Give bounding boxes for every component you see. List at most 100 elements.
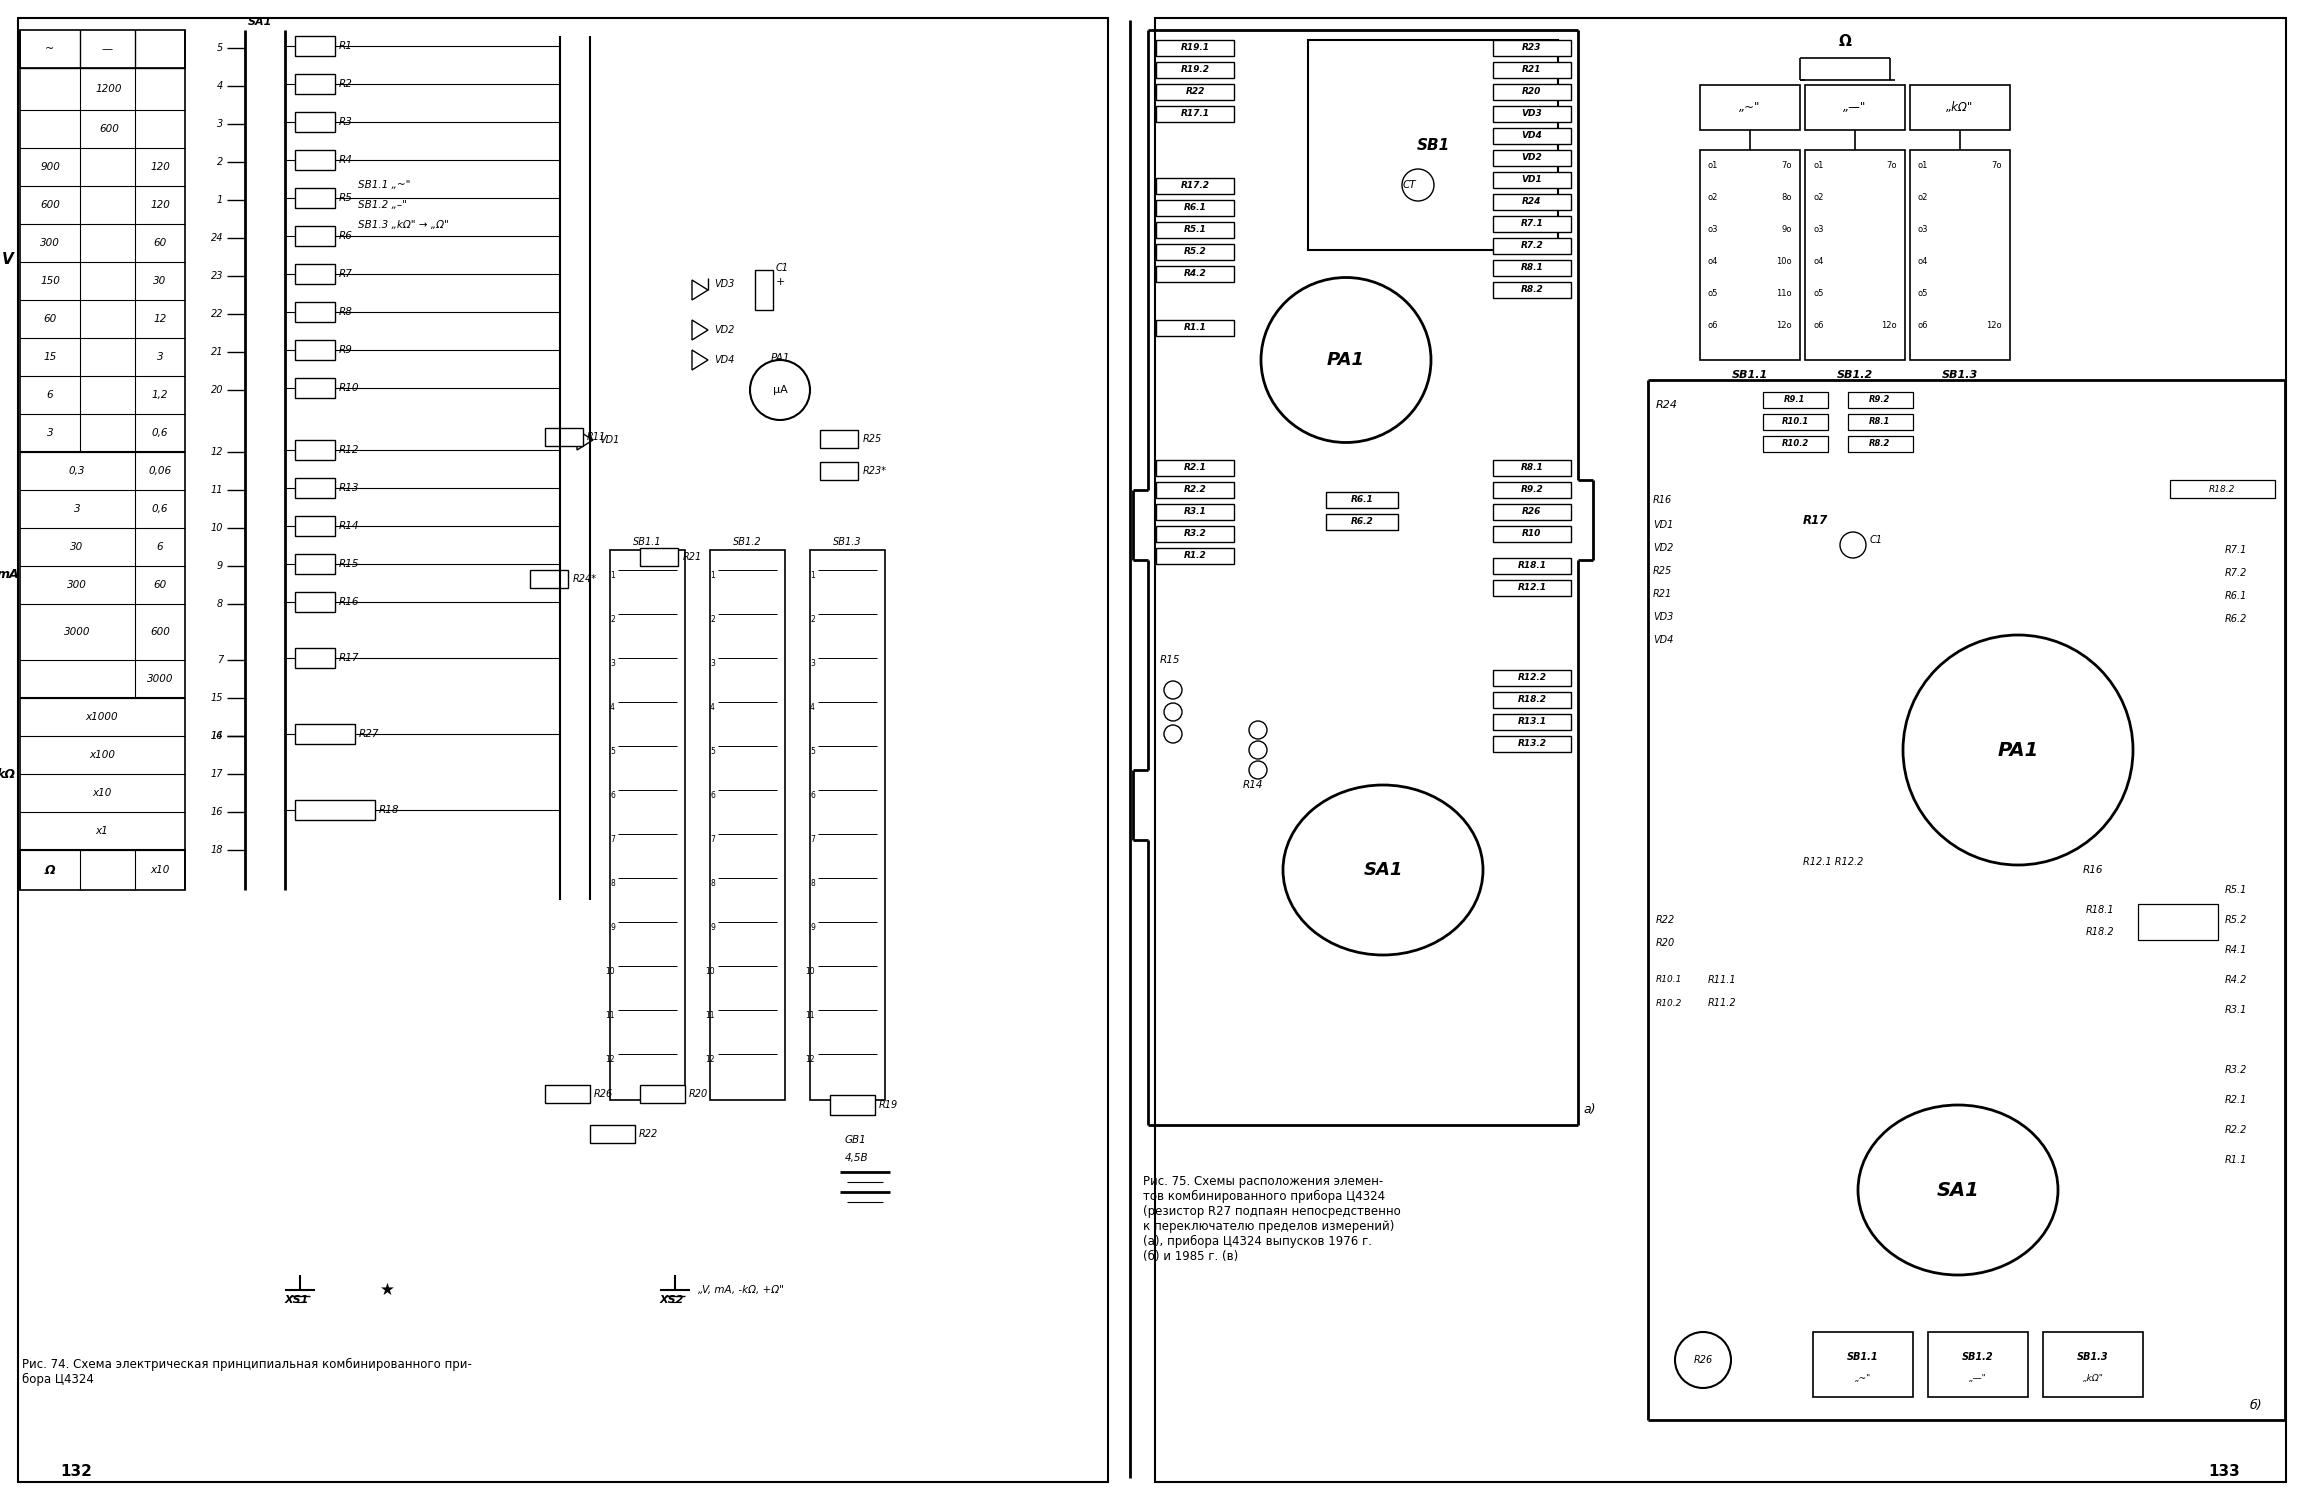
Circle shape <box>1903 634 2134 866</box>
Text: SB1.2: SB1.2 <box>1963 1352 1993 1362</box>
Text: 6: 6 <box>157 542 164 552</box>
Text: R12.1: R12.1 <box>1518 584 1546 592</box>
Text: R16: R16 <box>2083 865 2104 874</box>
Bar <box>611 550 684 1100</box>
Text: 150: 150 <box>39 276 60 286</box>
Text: 3: 3 <box>157 352 164 362</box>
Text: +: + <box>776 278 786 286</box>
Bar <box>21 30 184 68</box>
Bar <box>1493 40 1571 56</box>
Text: 4: 4 <box>217 81 223 92</box>
Bar <box>295 302 334 322</box>
Text: PA1: PA1 <box>770 352 790 363</box>
Text: R26: R26 <box>594 1089 613 1100</box>
Text: 6: 6 <box>811 790 816 800</box>
Text: R8.1: R8.1 <box>1521 264 1544 273</box>
Text: R8.2: R8.2 <box>1521 285 1544 294</box>
Text: „~": „~" <box>1740 100 1760 114</box>
Text: XS1: XS1 <box>286 1294 309 1305</box>
Bar <box>1493 482 1571 498</box>
Text: 9: 9 <box>710 922 714 932</box>
Text: 3: 3 <box>46 427 53 438</box>
Text: R8.2: R8.2 <box>1869 440 1892 448</box>
Text: ★: ★ <box>380 1281 394 1299</box>
Bar <box>295 150 334 170</box>
Bar <box>1157 482 1235 498</box>
Bar <box>1763 414 1827 430</box>
Bar <box>1493 504 1571 520</box>
Bar <box>295 188 334 209</box>
Bar <box>756 270 774 310</box>
Bar <box>1804 150 1905 360</box>
Text: R10.2: R10.2 <box>1657 999 1682 1008</box>
Text: R4: R4 <box>339 154 353 165</box>
Text: 30: 30 <box>154 276 166 286</box>
Text: R22: R22 <box>1657 915 1675 926</box>
Text: 0,06: 0,06 <box>147 466 170 476</box>
Bar <box>1327 514 1399 529</box>
Text: R1.1: R1.1 <box>2226 1155 2246 1166</box>
Text: „kΩ": „kΩ" <box>1947 100 1975 114</box>
Text: 6: 6 <box>46 390 53 400</box>
Text: R10: R10 <box>1523 530 1541 538</box>
Text: SB1.3: SB1.3 <box>2078 1352 2108 1362</box>
Circle shape <box>1841 532 1866 558</box>
Bar <box>1848 414 1912 430</box>
Text: 10: 10 <box>806 966 816 975</box>
Text: 12: 12 <box>606 1054 615 1064</box>
Text: „V, mA, -kΩ, +Ω": „V, mA, -kΩ, +Ω" <box>698 1286 783 1294</box>
Bar <box>710 550 786 1100</box>
Text: 1: 1 <box>217 195 223 206</box>
Bar <box>641 1084 684 1102</box>
Text: б): б) <box>2251 1398 2263 1411</box>
Text: R2.1: R2.1 <box>1184 464 1207 472</box>
Text: o1: o1 <box>1917 160 1928 170</box>
Text: R10.2: R10.2 <box>1781 440 1809 448</box>
Text: R27: R27 <box>359 729 380 740</box>
Text: kΩ: kΩ <box>0 768 16 780</box>
Ellipse shape <box>1260 278 1431 442</box>
Text: o4: o4 <box>1707 256 1719 265</box>
Text: VD1: VD1 <box>1652 520 1673 530</box>
Text: R22: R22 <box>638 1130 659 1138</box>
Text: 9: 9 <box>611 922 615 932</box>
Text: R20: R20 <box>689 1089 707 1100</box>
Text: „kΩ": „kΩ" <box>2083 1374 2104 1383</box>
Text: R5.2: R5.2 <box>1184 248 1207 256</box>
Bar <box>2044 1332 2143 1396</box>
Text: 1,2: 1,2 <box>152 390 168 400</box>
Bar <box>1157 504 1235 520</box>
Text: 600: 600 <box>39 200 60 210</box>
Text: 10: 10 <box>606 966 615 975</box>
Text: 300: 300 <box>39 238 60 248</box>
Circle shape <box>1249 741 1267 759</box>
Bar <box>1157 84 1235 100</box>
Text: R5.2: R5.2 <box>2226 915 2246 926</box>
Text: Рис. 75. Схемы расположения элемен-
тов комбинированного прибора Ц4324
(резистор: Рис. 75. Схемы расположения элемен- тов … <box>1143 1174 1401 1263</box>
Bar <box>1910 150 2009 360</box>
Text: o5: o5 <box>1813 288 1822 297</box>
Bar <box>295 516 334 536</box>
Bar <box>1493 216 1571 232</box>
Text: R13.1: R13.1 <box>1518 717 1546 726</box>
Bar <box>1493 526 1571 542</box>
Bar <box>295 36 334 56</box>
Text: 15: 15 <box>44 352 58 362</box>
Text: x10: x10 <box>150 865 170 874</box>
Text: 20: 20 <box>210 386 223 394</box>
Text: „~": „~" <box>1855 1374 1871 1383</box>
Text: —: — <box>101 44 113 54</box>
Text: VD1: VD1 <box>1521 176 1541 184</box>
Text: R17.1: R17.1 <box>1180 110 1210 118</box>
Bar <box>590 1125 636 1143</box>
Bar <box>1493 172 1571 188</box>
Text: VD2: VD2 <box>714 326 735 334</box>
Text: R25: R25 <box>1652 566 1673 576</box>
Text: 1: 1 <box>710 570 714 579</box>
Text: 7: 7 <box>217 656 223 664</box>
Bar <box>1493 282 1571 298</box>
Text: SB1.3: SB1.3 <box>832 537 862 548</box>
Bar <box>1157 244 1235 260</box>
Text: 6: 6 <box>611 790 615 800</box>
Text: Ω: Ω <box>44 864 55 876</box>
